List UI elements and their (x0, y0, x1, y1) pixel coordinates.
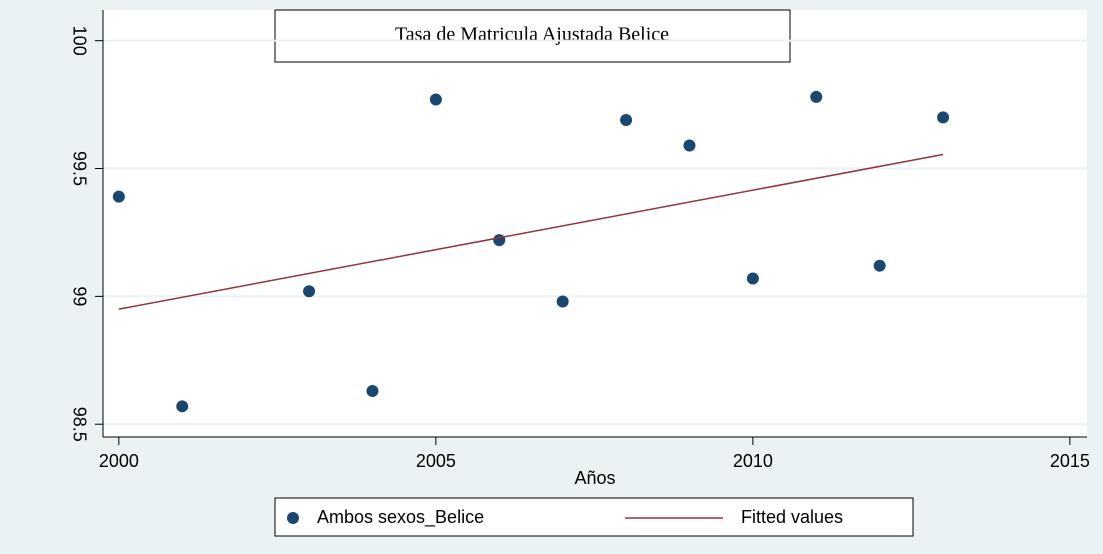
y-tick-label: 98.5 (69, 407, 89, 442)
legend-label: Ambos sexos_Belice (317, 507, 484, 528)
y-tick-label: 99 (69, 286, 89, 306)
plot-area (103, 10, 1087, 437)
y-tick-label: 100 (69, 26, 89, 56)
point (810, 90, 823, 103)
legend (274, 497, 914, 537)
fitted-line (118, 153, 944, 310)
point (112, 190, 125, 203)
point (873, 259, 886, 272)
y-tick-label: 99.5 (69, 151, 89, 186)
x-tick-label: 2010 (733, 451, 773, 471)
legend-label: Fitted values (741, 507, 843, 527)
point (683, 139, 696, 152)
point (366, 384, 379, 397)
x-tick-label: 2005 (416, 451, 456, 471)
x-tick-label: 2000 (99, 451, 139, 471)
point (746, 272, 759, 285)
point (303, 285, 316, 298)
point (429, 93, 442, 106)
point (556, 295, 569, 308)
point (620, 113, 633, 126)
x-axis-label: Años (574, 468, 615, 488)
x-tick-label: 2015 (1050, 451, 1090, 471)
title-box (274, 9, 791, 63)
point (493, 234, 506, 247)
legend-marker (287, 512, 299, 524)
point (937, 111, 950, 124)
chart-title: Tasa de Matricula Ajustada Belice (395, 24, 669, 46)
point (176, 400, 189, 413)
